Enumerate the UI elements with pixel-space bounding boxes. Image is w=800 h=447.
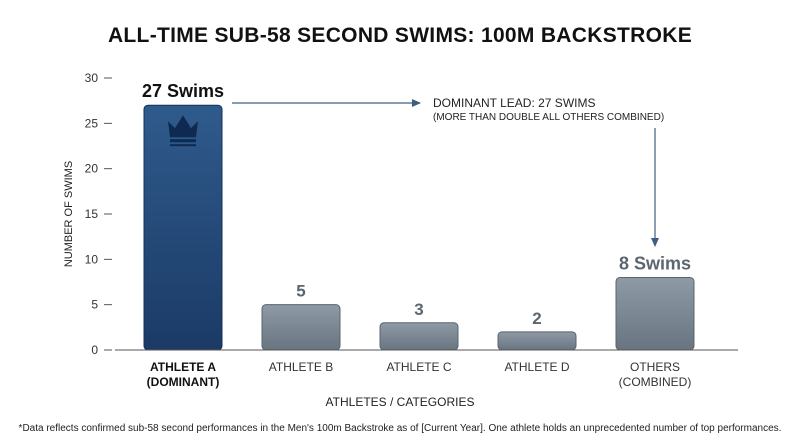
x-tick-label-4-0: OTHERS bbox=[630, 360, 680, 374]
crown-base bbox=[170, 139, 196, 143]
x-tick-label-2-0: ATHLETE C bbox=[386, 360, 451, 374]
chart-title: ALL-TIME SUB-58 SECOND SWIMS: 100M BACKS… bbox=[107, 24, 693, 47]
bar-1 bbox=[261, 304, 341, 351]
bar-4 bbox=[615, 276, 695, 351]
y-tick-label-30: 30 bbox=[85, 71, 99, 85]
bar-value-label-3: 2 bbox=[532, 309, 541, 328]
crown-base-line bbox=[170, 144, 196, 147]
bar-value-label-4: 8 Swims bbox=[619, 253, 691, 273]
bar-2 bbox=[379, 322, 459, 351]
bar-value-label-0: 27 Swims bbox=[142, 81, 224, 101]
y-tick-label-10: 10 bbox=[85, 252, 99, 266]
footnote: *Data reflects confirmed sub-58 second p… bbox=[18, 423, 782, 434]
x-tick-label-1-0: ATHLETE B bbox=[269, 360, 333, 374]
bar-3 bbox=[497, 331, 577, 351]
y-tick-label-25: 25 bbox=[85, 116, 99, 130]
crown-icon bbox=[168, 115, 198, 147]
y-tick-label-0: 0 bbox=[91, 343, 98, 357]
bar-value-label-1: 5 bbox=[296, 282, 305, 301]
y-tick-label-20: 20 bbox=[85, 162, 99, 176]
x-tick-label-3-0: ATHLETE D bbox=[504, 360, 569, 374]
y-axis-label: NUMBER OF SWIMS bbox=[63, 161, 75, 267]
y-tick-label-15: 15 bbox=[85, 207, 99, 221]
x-tick-label-0-1: (DOMINANT) bbox=[147, 375, 220, 389]
x-axis-label: ATHLETES / CATEGORIES bbox=[326, 395, 475, 409]
x-tick-label-0-0: ATHLETE A bbox=[150, 360, 216, 374]
bar-value-label-2: 3 bbox=[414, 300, 423, 319]
crown-shape bbox=[168, 115, 198, 138]
annotation-line-1: DOMINANT LEAD: 27 SWIMS bbox=[433, 96, 595, 110]
annotation-line-2: (MORE THAN DOUBLE ALL OTHERS COMBINED) bbox=[433, 112, 664, 123]
x-tick-label-4-1: (COMBINED) bbox=[619, 375, 692, 389]
y-tick-label-5: 5 bbox=[91, 298, 98, 312]
